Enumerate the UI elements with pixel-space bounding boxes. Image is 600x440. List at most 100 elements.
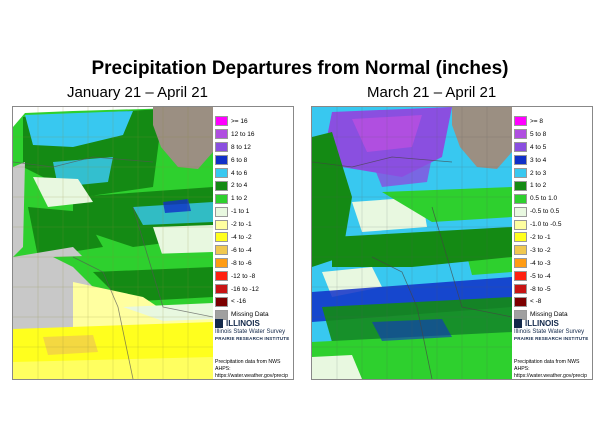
- legend-label: -8 to -5: [530, 285, 551, 293]
- legend-swatch: [215, 206, 228, 217]
- legend-label: -16 to -12: [231, 285, 259, 293]
- legend-swatch: [514, 116, 527, 127]
- legend-item: -1 to 1: [215, 205, 293, 218]
- legend-item: >= 16: [215, 115, 293, 128]
- legend-item: < -8: [514, 295, 592, 308]
- legend-label: 3 to 4: [530, 156, 547, 164]
- legend-swatch: [514, 284, 527, 295]
- legend-swatch: [514, 129, 527, 140]
- left-panel-title: January 21 – April 21: [67, 84, 208, 101]
- legend-swatch: [514, 142, 527, 153]
- legend-swatch: [514, 180, 527, 191]
- legend-label: -5 to -4: [530, 272, 551, 280]
- source-line-2: https://water.weather.gov/precip: [514, 373, 587, 380]
- survey-name: Illinois State Water Survey: [514, 329, 585, 335]
- legend-item: 2 to 3: [514, 167, 592, 180]
- legend-label: -4 to -3: [530, 259, 551, 267]
- right-isws-attribution: ILLINOIS Illinois State Water Survey PRA…: [514, 319, 592, 341]
- legend-item: 1 to 2: [215, 192, 293, 205]
- legend-label: -2 to -1: [231, 221, 252, 229]
- left-map-panel: >= 16 12 to 16 8 to 12 6 to 8 4 to 6 2 t…: [12, 106, 294, 380]
- legend-swatch: [215, 129, 228, 140]
- legend-item: -0.5 to 0.5: [514, 205, 592, 218]
- legend-label: < -8: [530, 298, 542, 306]
- legend-item: 4 to 6: [215, 167, 293, 180]
- legend-swatch: [215, 245, 228, 256]
- legend-item: -1.0 to -0.5: [514, 218, 592, 231]
- legend-item: 5 to 8: [514, 128, 592, 141]
- legend-label: 8 to 12: [231, 143, 251, 151]
- legend-item: 12 to 16: [215, 128, 293, 141]
- legend-label: Missing Data: [231, 311, 269, 319]
- legend-swatch: [215, 258, 228, 269]
- legend-label: -8 to -6: [231, 259, 252, 267]
- legend-item: -3 to -2: [514, 244, 592, 257]
- legend-item: -2 to -1: [514, 231, 592, 244]
- illinois-i-icon: [514, 319, 522, 328]
- left-isws-attribution: ILLINOIS Illinois State Water Survey PRA…: [215, 319, 293, 341]
- illinois-logo-text: ILLINOIS: [525, 319, 559, 328]
- legend-swatch: [215, 142, 228, 153]
- legend-item: -8 to -5: [514, 283, 592, 296]
- legend-item: -6 to -4: [215, 244, 293, 257]
- legend-swatch: [514, 296, 527, 307]
- legend-label: 4 to 6: [231, 169, 248, 177]
- legend-swatch: [514, 245, 527, 256]
- institute-name: PRAIRIE RESEARCH INSTITUTE: [514, 336, 589, 341]
- right-source-note: Precipitation data from NWS AHPS: https:…: [514, 359, 592, 380]
- legend-item: -12 to -8: [215, 270, 293, 283]
- legend-label: >= 16: [231, 117, 248, 125]
- legend-label: < -16: [231, 298, 246, 306]
- legend-label: 1 to 2: [231, 195, 248, 203]
- legend-swatch: [215, 219, 228, 230]
- legend-label: Missing Data: [530, 311, 568, 319]
- institute-name: PRAIRIE RESEARCH INSTITUTE: [215, 336, 290, 341]
- legend-swatch: [215, 116, 228, 127]
- illinois-logo: ILLINOIS: [215, 319, 293, 328]
- legend-label: >= 8: [530, 117, 544, 125]
- source-line-2: https://water.weather.gov/precip: [215, 373, 288, 380]
- legend-label: -3 to -2: [530, 246, 551, 254]
- legend-swatch: [215, 271, 228, 282]
- right-panel-title: March 21 – April 21: [367, 84, 497, 101]
- left-map-graphic: [13, 107, 213, 379]
- legend-swatch: [215, 180, 228, 191]
- legend-item: -8 to -6: [215, 257, 293, 270]
- legend-swatch: [215, 168, 228, 178]
- legend-swatch: [514, 168, 527, 178]
- legend-item: 1 to 2: [514, 179, 592, 192]
- legend-swatch: [215, 296, 228, 307]
- legend-label: 2 to 3: [530, 169, 547, 177]
- legend-item: 6 to 8: [215, 154, 293, 167]
- legend-label: -4 to -2: [231, 233, 252, 241]
- legend-item: 8 to 12: [215, 141, 293, 154]
- legend-swatch: [215, 193, 228, 204]
- legend-swatch: [514, 206, 527, 217]
- legend-label: 6 to 8: [231, 156, 248, 164]
- survey-name: Illinois State Water Survey: [215, 329, 286, 335]
- legend-item: 3 to 4: [514, 154, 592, 167]
- legend-item: 4 to 5: [514, 141, 592, 154]
- legend-label: 0.5 to 1.0: [530, 195, 558, 203]
- legend-label: 1 to 2: [530, 182, 547, 190]
- legend-label: 4 to 5: [530, 143, 547, 151]
- legend-swatch: [514, 271, 527, 282]
- legend-item: -16 to -12: [215, 283, 293, 296]
- legend-label: 5 to 8: [530, 130, 547, 138]
- left-source-note: Precipitation data from NWS AHPS: https:…: [215, 359, 293, 380]
- legend-label: -6 to -4: [231, 246, 252, 254]
- illinois-logo-text: ILLINOIS: [226, 319, 260, 328]
- source-line-1: Precipitation data from NWS AHPS:: [215, 359, 281, 373]
- right-map-panel: >= 8 5 to 8 4 to 5 3 to 4 2 to 3 1 to 2 …: [311, 106, 593, 380]
- legend-label: -0.5 to 0.5: [530, 208, 560, 216]
- left-precipitation-map: [13, 107, 213, 379]
- right-precipitation-map: [312, 107, 512, 379]
- legend-swatch: [514, 232, 527, 243]
- legend-swatch: [215, 284, 228, 295]
- legend-item: < -16: [215, 295, 293, 308]
- right-map-graphic: [312, 107, 512, 379]
- legend-item: -5 to -4: [514, 270, 592, 283]
- source-line-1: Precipitation data from NWS AHPS:: [514, 359, 580, 373]
- legend-swatch: [514, 258, 527, 269]
- illinois-logo: ILLINOIS: [514, 319, 592, 328]
